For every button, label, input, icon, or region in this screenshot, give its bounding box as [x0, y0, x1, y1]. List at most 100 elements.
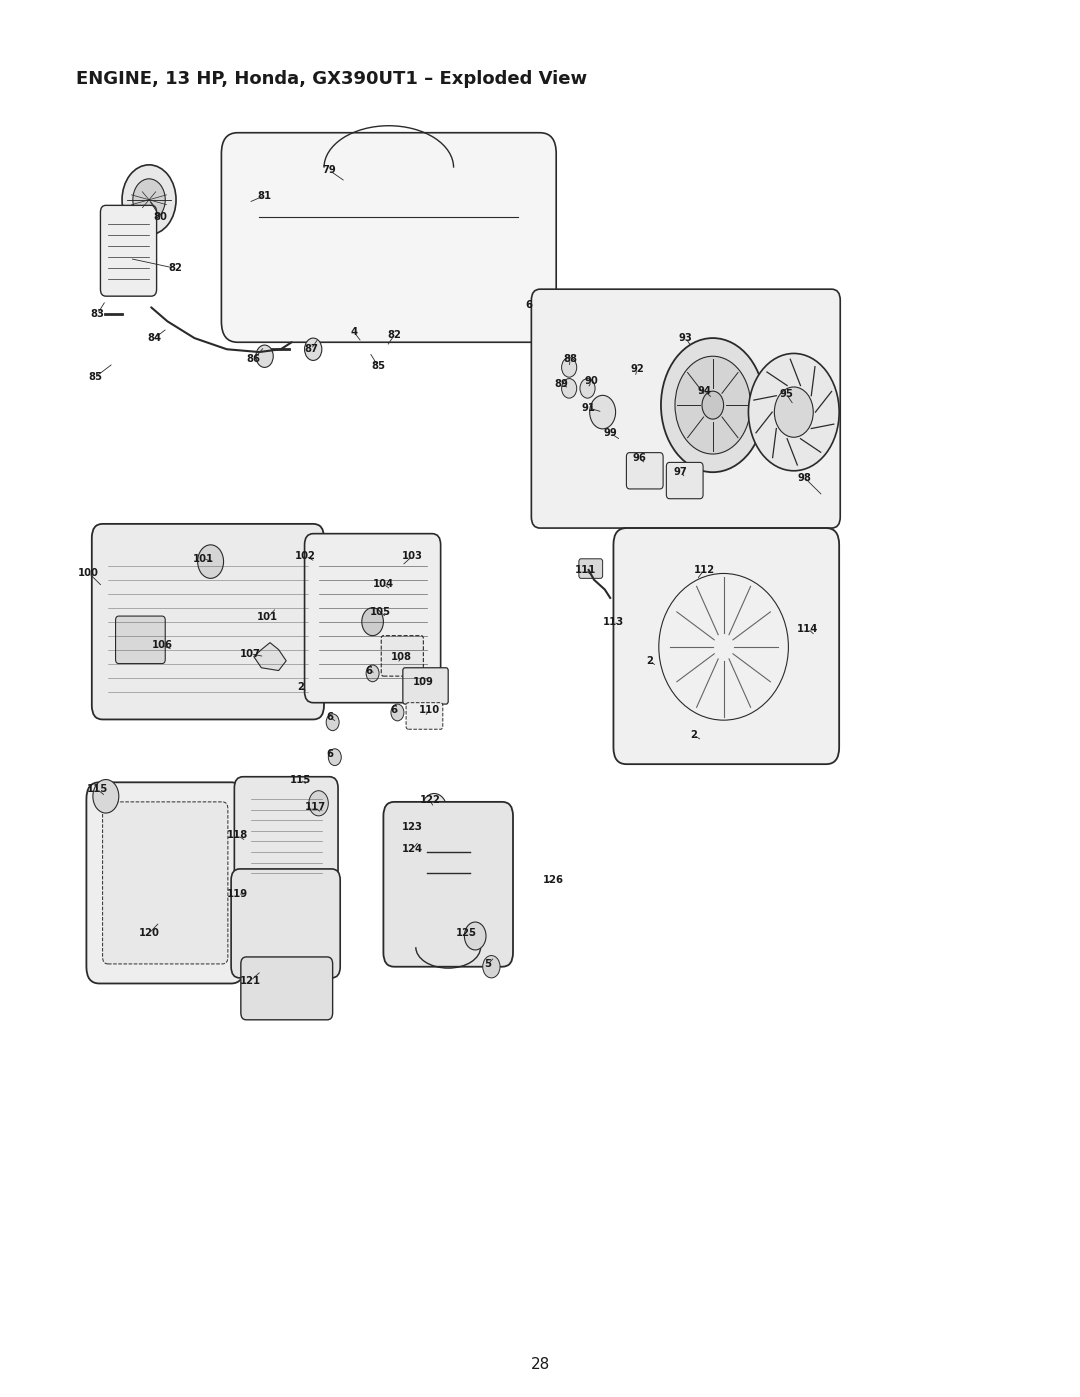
FancyBboxPatch shape [100, 205, 157, 296]
Circle shape [309, 791, 328, 816]
Text: 100: 100 [78, 567, 99, 578]
FancyBboxPatch shape [579, 559, 603, 578]
Circle shape [483, 956, 500, 978]
FancyBboxPatch shape [666, 462, 703, 499]
Text: 6: 6 [391, 704, 397, 715]
FancyBboxPatch shape [234, 777, 338, 894]
Text: 102: 102 [295, 550, 316, 562]
Circle shape [661, 338, 765, 472]
Circle shape [362, 608, 383, 636]
Text: 2: 2 [690, 729, 697, 740]
Text: 101: 101 [257, 612, 279, 623]
Text: 123: 123 [402, 821, 423, 833]
Circle shape [774, 387, 813, 437]
Polygon shape [254, 643, 286, 671]
Text: 125: 125 [456, 928, 477, 939]
Text: 91: 91 [582, 402, 595, 414]
Text: 122: 122 [419, 795, 441, 806]
FancyBboxPatch shape [613, 528, 839, 764]
Text: 5: 5 [485, 958, 491, 970]
Circle shape [421, 793, 447, 827]
Text: 115: 115 [86, 784, 108, 795]
Circle shape [748, 353, 839, 471]
Text: 79: 79 [323, 165, 336, 176]
Text: 87: 87 [305, 344, 318, 355]
Text: 86: 86 [247, 353, 260, 365]
Circle shape [122, 165, 176, 235]
Text: 103: 103 [402, 550, 423, 562]
Text: 6: 6 [326, 711, 333, 722]
Text: 118: 118 [227, 830, 248, 841]
Text: 80: 80 [153, 211, 166, 222]
Text: 88: 88 [564, 353, 577, 365]
Circle shape [590, 395, 616, 429]
Text: 117: 117 [305, 802, 326, 813]
Text: 107: 107 [240, 648, 261, 659]
Text: 6: 6 [326, 749, 333, 760]
Text: 104: 104 [373, 578, 394, 590]
Text: 124: 124 [402, 844, 423, 855]
FancyBboxPatch shape [231, 869, 340, 978]
Circle shape [366, 665, 379, 682]
FancyBboxPatch shape [383, 802, 513, 967]
Text: 98: 98 [798, 472, 811, 483]
Circle shape [198, 545, 224, 578]
Text: 96: 96 [633, 453, 646, 464]
FancyBboxPatch shape [221, 133, 556, 342]
FancyBboxPatch shape [241, 957, 333, 1020]
Text: 82: 82 [168, 263, 181, 274]
FancyBboxPatch shape [626, 453, 663, 489]
Text: 85: 85 [89, 372, 102, 383]
Text: ENGINE, 13 HP, Honda, GX390UT1 – Exploded View: ENGINE, 13 HP, Honda, GX390UT1 – Explode… [76, 70, 586, 88]
Circle shape [328, 749, 341, 766]
Circle shape [675, 356, 751, 454]
Text: 106: 106 [151, 640, 173, 651]
Text: 108: 108 [391, 651, 413, 662]
FancyBboxPatch shape [305, 534, 441, 703]
Text: 110: 110 [419, 704, 441, 715]
Text: 81: 81 [257, 190, 272, 201]
Circle shape [562, 379, 577, 398]
FancyBboxPatch shape [531, 289, 840, 528]
Circle shape [580, 379, 595, 398]
Circle shape [391, 704, 404, 721]
Text: 84: 84 [147, 332, 162, 344]
Text: 112: 112 [693, 564, 715, 576]
Text: 121: 121 [240, 975, 261, 986]
Text: 92: 92 [631, 363, 644, 374]
Circle shape [305, 338, 322, 360]
Text: 89: 89 [555, 379, 568, 390]
Circle shape [562, 358, 577, 377]
Text: 101: 101 [192, 553, 214, 564]
Text: 6: 6 [526, 299, 532, 310]
Circle shape [326, 714, 339, 731]
Text: 114: 114 [797, 623, 819, 634]
Text: 119: 119 [227, 888, 248, 900]
Text: 2: 2 [647, 655, 653, 666]
Text: 111: 111 [575, 564, 596, 576]
Text: 85: 85 [372, 360, 384, 372]
Circle shape [702, 391, 724, 419]
Circle shape [464, 922, 486, 950]
Text: 97: 97 [674, 467, 687, 478]
Circle shape [93, 780, 119, 813]
FancyBboxPatch shape [92, 524, 324, 719]
Text: 6: 6 [366, 665, 373, 676]
Text: 4: 4 [351, 327, 357, 338]
Text: 113: 113 [603, 616, 624, 627]
Text: 105: 105 [369, 606, 391, 617]
Circle shape [256, 345, 273, 367]
FancyBboxPatch shape [103, 802, 228, 964]
FancyBboxPatch shape [403, 668, 448, 704]
FancyBboxPatch shape [406, 703, 443, 729]
Circle shape [133, 179, 165, 221]
Text: 83: 83 [91, 309, 104, 320]
Text: 28: 28 [530, 1356, 550, 1372]
Text: 126: 126 [542, 875, 564, 886]
Text: 90: 90 [585, 376, 598, 387]
Text: 109: 109 [413, 676, 434, 687]
FancyBboxPatch shape [116, 616, 165, 664]
Text: 115: 115 [289, 774, 311, 785]
Text: 99: 99 [604, 427, 617, 439]
FancyBboxPatch shape [381, 636, 423, 676]
